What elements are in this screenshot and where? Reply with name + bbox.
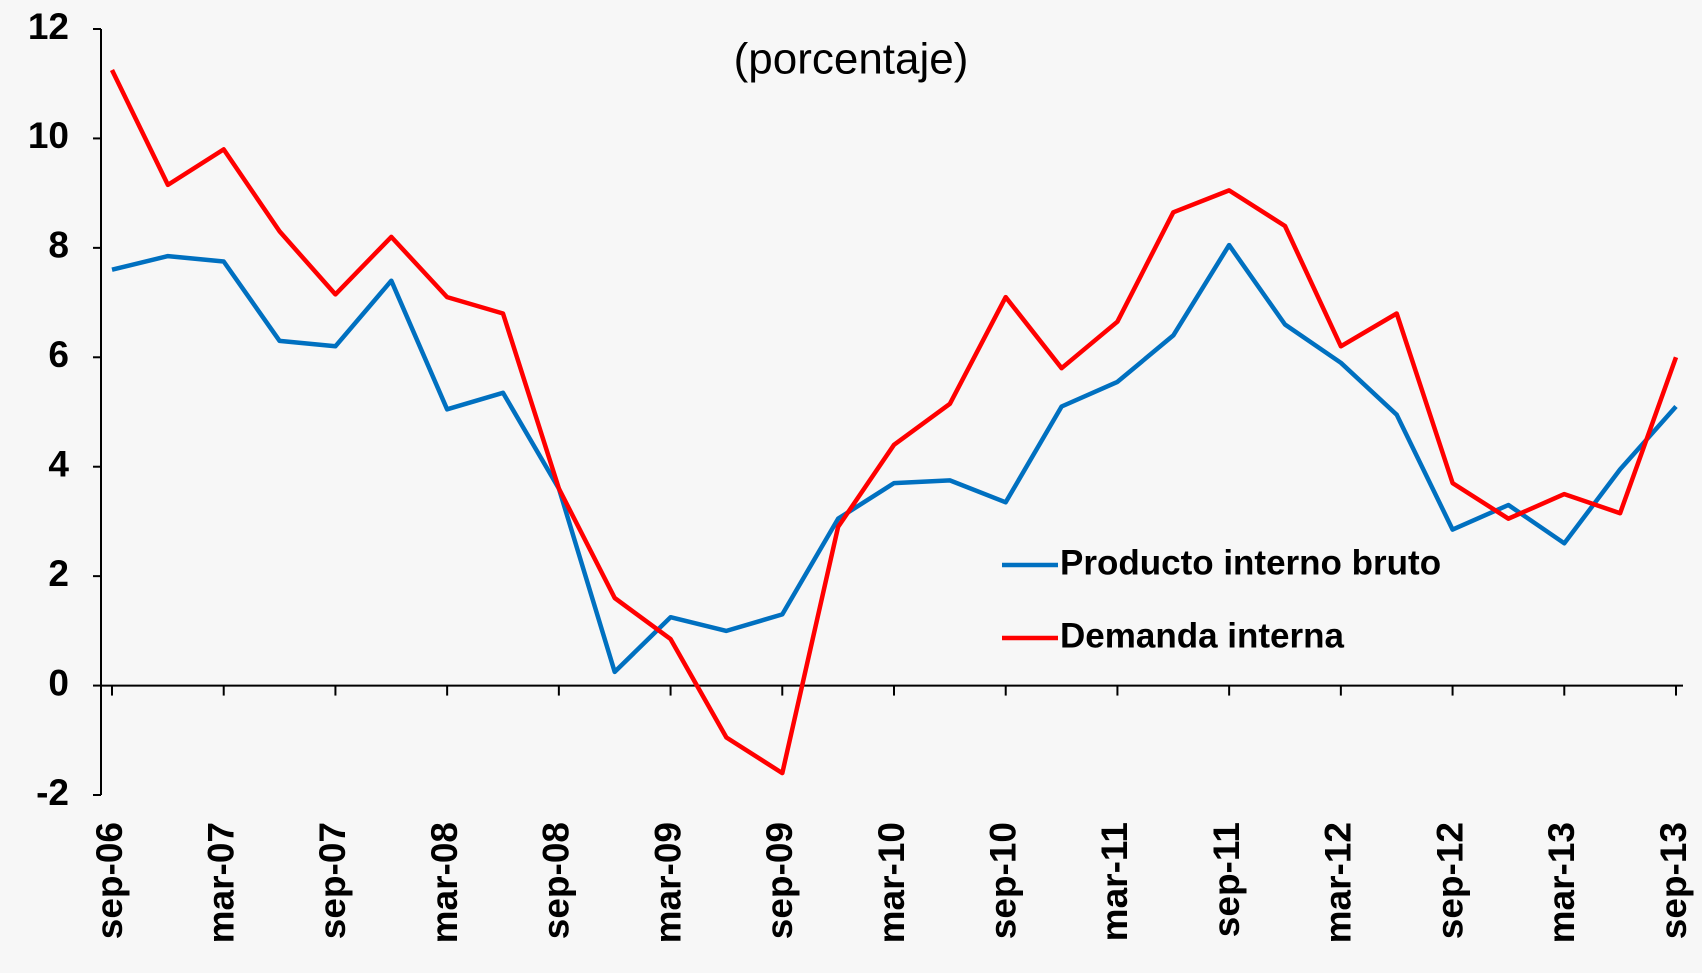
x-tick-label: mar-08 — [424, 822, 465, 943]
chart-subtitle: (porcentaje) — [734, 35, 969, 84]
x-tick-label: sep-13 — [1653, 822, 1694, 939]
x-tick-label: mar-09 — [647, 822, 688, 943]
y-tick-label: 12 — [28, 6, 69, 47]
x-tick-label: mar-07 — [200, 822, 241, 943]
x-tick-label: mar-13 — [1541, 822, 1582, 943]
x-tick-label: mar-11 — [1094, 822, 1135, 941]
x-tick-label: sep-10 — [982, 822, 1023, 939]
x-tick-label: sep-09 — [759, 822, 800, 939]
x-tick-label: mar-12 — [1318, 822, 1359, 943]
x-tick-label: mar-10 — [871, 822, 912, 943]
legend-label: Producto interno bruto — [1060, 543, 1441, 582]
x-tick-label: sep-11 — [1206, 822, 1247, 937]
y-tick-label: 10 — [28, 115, 69, 156]
y-tick-label: 4 — [48, 443, 69, 484]
legend-label: Demanda interna — [1060, 616, 1344, 655]
y-tick-label: -2 — [36, 772, 69, 813]
x-tick-label: sep-12 — [1429, 822, 1470, 939]
x-tick-label: sep-08 — [536, 822, 577, 939]
x-tick-label: sep-06 — [89, 822, 130, 939]
line-series — [111, 242, 1678, 675]
y-tick-label: 0 — [48, 662, 69, 703]
y-tick-label: 2 — [48, 553, 69, 594]
y-tick-label: 6 — [48, 334, 69, 375]
x-tick-label: sep-07 — [312, 822, 353, 939]
y-tick-label: 8 — [48, 225, 69, 266]
line-series — [109, 69, 1679, 776]
